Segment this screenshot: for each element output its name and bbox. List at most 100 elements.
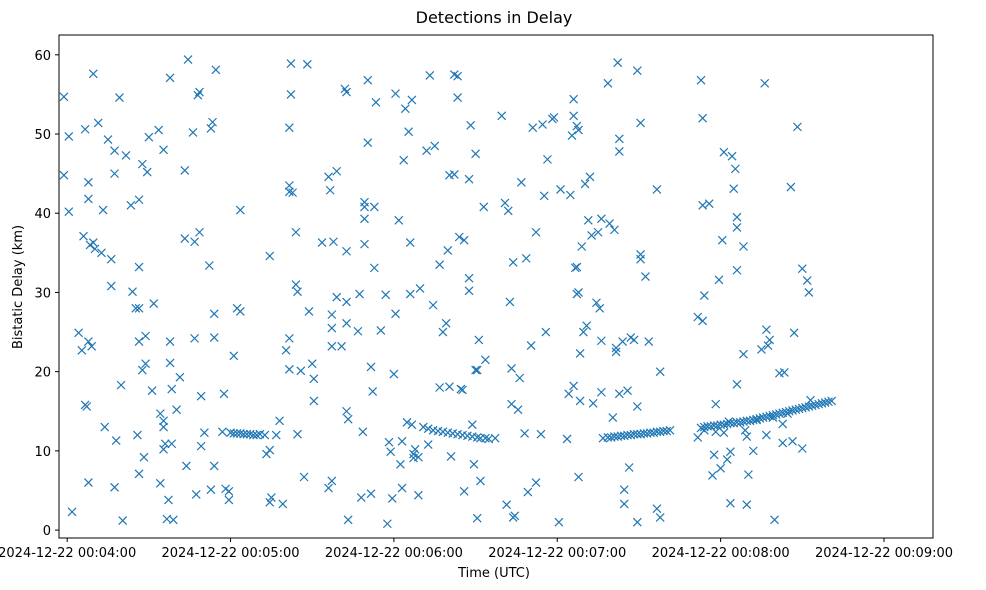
data-point	[407, 95, 417, 105]
data-point	[807, 401, 817, 411]
y-tick-label: 60	[34, 49, 51, 64]
data-point	[641, 272, 650, 282]
data-point	[521, 253, 531, 263]
data-point	[183, 55, 193, 64]
data-point	[761, 430, 771, 440]
data-point	[324, 483, 333, 493]
data-point	[768, 413, 778, 423]
data-point	[103, 135, 113, 144]
data-point	[605, 219, 614, 228]
data-point	[371, 97, 381, 107]
data-point	[593, 227, 603, 237]
data-point	[397, 483, 407, 493]
data-point	[740, 425, 750, 435]
data-point	[716, 463, 726, 473]
data-point	[208, 117, 217, 127]
data-point	[526, 341, 536, 350]
data-point	[147, 386, 157, 396]
data-point	[79, 231, 88, 241]
data-point	[824, 397, 833, 407]
data-point	[472, 365, 482, 375]
data-point	[748, 415, 758, 425]
data-point	[418, 422, 428, 432]
data-point	[513, 405, 523, 415]
data-point	[614, 134, 624, 144]
data-point	[304, 307, 314, 316]
data-point	[471, 365, 481, 375]
data-point	[592, 298, 601, 308]
data-point	[520, 429, 530, 438]
data-point	[278, 499, 288, 509]
data-point	[698, 316, 708, 326]
data-point	[783, 409, 793, 419]
data-point	[711, 427, 721, 437]
data-point	[569, 381, 579, 391]
data-point	[391, 89, 400, 99]
data-point	[768, 410, 778, 420]
data-point	[699, 291, 709, 301]
data-point	[293, 429, 302, 439]
data-point	[476, 476, 485, 486]
data-point	[332, 292, 342, 302]
data-point	[342, 87, 351, 97]
data-point	[281, 345, 291, 355]
data-point	[134, 262, 144, 272]
data-markers	[59, 55, 837, 529]
data-point	[139, 452, 149, 462]
data-point	[190, 333, 200, 343]
data-point	[83, 478, 93, 487]
data-point	[629, 429, 639, 439]
data-point	[652, 185, 662, 194]
data-point	[74, 328, 84, 338]
data-point	[735, 417, 745, 427]
data-point	[391, 309, 400, 319]
data-point	[195, 227, 204, 237]
data-point	[376, 326, 386, 335]
data-point	[180, 234, 190, 244]
data-point	[531, 478, 541, 487]
data-point	[343, 414, 353, 424]
data-point	[196, 441, 206, 451]
data-point	[788, 436, 797, 446]
data-point	[195, 87, 204, 97]
data-point	[603, 78, 613, 88]
data-point	[80, 124, 90, 134]
data-point	[507, 399, 516, 409]
data-point	[209, 309, 219, 319]
data-point	[449, 169, 459, 179]
data-point	[182, 461, 191, 471]
data-point	[342, 318, 351, 328]
data-point	[293, 287, 302, 297]
data-point	[106, 281, 116, 291]
data-point	[286, 89, 296, 99]
data-point	[141, 359, 151, 369]
data-point	[711, 399, 721, 409]
data-point	[742, 500, 752, 510]
plot-area-frame	[58, 34, 934, 539]
data-point	[164, 495, 173, 505]
data-point	[619, 499, 629, 509]
data-point	[363, 75, 373, 85]
data-point	[729, 184, 739, 194]
data-point	[260, 430, 270, 440]
data-point	[505, 297, 515, 307]
data-point	[755, 413, 765, 423]
data-point	[141, 331, 151, 341]
data-point	[363, 138, 373, 148]
data-point	[355, 289, 365, 299]
data-point	[523, 487, 533, 497]
data-point	[588, 398, 598, 408]
data-point	[405, 289, 415, 299]
data-point	[358, 427, 368, 437]
data-point	[516, 177, 526, 187]
data-point	[574, 288, 583, 297]
data-point	[265, 445, 275, 455]
data-point	[188, 128, 198, 137]
x-tick-label: 2024-12-22 00:08:00	[652, 546, 790, 561]
x-tick-label: 2024-12-22 00:05:00	[161, 546, 299, 561]
data-point	[500, 198, 510, 208]
data-point	[142, 167, 152, 177]
data-point	[636, 118, 646, 128]
data-point	[575, 349, 585, 358]
data-point	[284, 123, 294, 133]
